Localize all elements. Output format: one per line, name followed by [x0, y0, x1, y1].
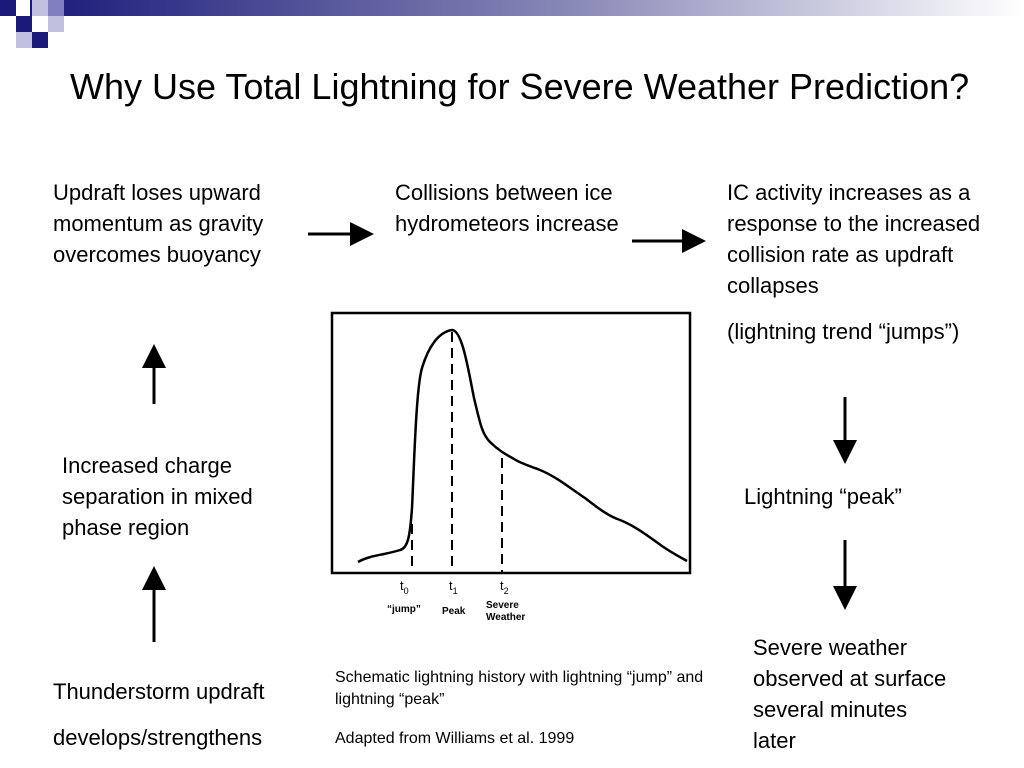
- step-thunderstorm-line2: develops/strengthens: [53, 725, 263, 750]
- graph-frame: [330, 311, 692, 575]
- step-jumps: (lightning trend “jumps”): [727, 319, 960, 344]
- step-thunderstorm-line1: Thunderstorm updraft: [53, 679, 265, 704]
- page-title: Why Use Total Lightning for Severe Weath…: [70, 66, 970, 107]
- step-lightning-peak: Lightning “peak”: [744, 484, 902, 509]
- step-updraft-loses: Updraft loses upward momentum as gravity…: [53, 180, 264, 267]
- marker-t0-label: “jump”: [387, 604, 421, 615]
- marker-t0: t0: [400, 578, 409, 596]
- decor-square: [48, 16, 64, 32]
- step-ic-activity: IC activity increases as a response to t…: [727, 180, 981, 298]
- decor-square: [16, 16, 32, 32]
- decor-square: [32, 0, 48, 16]
- marker-t2: t2: [500, 578, 509, 596]
- decor-square: [0, 0, 16, 16]
- marker-t2-label: Severe Weather: [486, 600, 525, 623]
- step-collisions: Collisions between ice hydrometeors incr…: [395, 180, 619, 236]
- step-severe-observed: Severe weather observed at surface sever…: [753, 635, 947, 753]
- decor-square: [16, 32, 32, 48]
- lightning-history-graph: t0 “jump” t1 Peak t2 Severe Weather: [330, 311, 692, 623]
- decor-square: [48, 0, 64, 16]
- graph-caption: Schematic lightning history with lightni…: [335, 669, 704, 708]
- header-decoration: [0, 0, 1024, 48]
- marker-t1-label: Peak: [442, 606, 466, 617]
- lightning-curve: [357, 328, 688, 564]
- step-charge-separation: Increased charge separation in mixed pha…: [62, 453, 253, 540]
- graph-source: Adapted from Williams et al. 1999: [335, 730, 575, 747]
- marker-t1: t1: [449, 578, 458, 596]
- decor-square: [32, 32, 48, 48]
